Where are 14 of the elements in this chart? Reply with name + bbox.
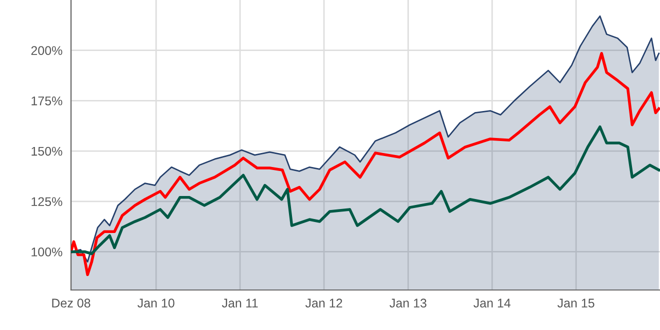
- x-tick-label: Jan 10: [138, 298, 174, 308]
- x-tick-label: Jan 14: [474, 298, 511, 308]
- y-tick-label: 175%: [32, 96, 62, 106]
- y-tick-label: 150%: [32, 146, 62, 156]
- x-tick-label: Jan 12: [305, 298, 342, 308]
- y-tick-label: 200%: [31, 46, 62, 55]
- line-series: [71, 52, 660, 276]
- x-tick-label: Dez 08: [52, 298, 90, 308]
- y-tick-label: 100%: [32, 248, 62, 256]
- x-tick-label: Jan 15: [557, 298, 594, 308]
- x-tick-label: Jan 13: [390, 298, 426, 308]
- y-tick-label: 125%: [32, 197, 62, 206]
- x-tick-label: Jan 11: [222, 298, 258, 308]
- line-series: [71, 125, 660, 256]
